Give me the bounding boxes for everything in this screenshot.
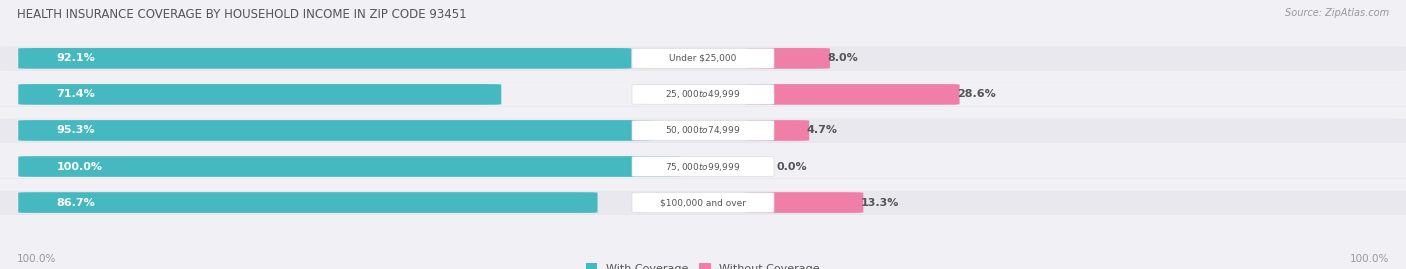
Text: 71.4%: 71.4% xyxy=(56,89,96,100)
Text: Source: ZipAtlas.com: Source: ZipAtlas.com xyxy=(1285,8,1389,18)
FancyBboxPatch shape xyxy=(0,119,1406,143)
Legend: With Coverage, Without Coverage: With Coverage, Without Coverage xyxy=(582,259,824,269)
FancyBboxPatch shape xyxy=(745,84,959,105)
FancyBboxPatch shape xyxy=(18,156,682,177)
FancyBboxPatch shape xyxy=(633,121,773,140)
Text: $50,000 to $74,999: $50,000 to $74,999 xyxy=(665,125,741,136)
FancyBboxPatch shape xyxy=(18,120,651,141)
FancyBboxPatch shape xyxy=(633,84,773,104)
Text: 86.7%: 86.7% xyxy=(56,197,96,208)
FancyBboxPatch shape xyxy=(18,192,598,213)
FancyBboxPatch shape xyxy=(745,120,810,141)
Text: 100.0%: 100.0% xyxy=(56,161,103,172)
FancyBboxPatch shape xyxy=(0,83,1406,106)
Text: 100.0%: 100.0% xyxy=(1350,254,1389,264)
Text: 95.3%: 95.3% xyxy=(56,125,94,136)
FancyBboxPatch shape xyxy=(0,191,1406,215)
Text: $75,000 to $99,999: $75,000 to $99,999 xyxy=(665,161,741,172)
FancyBboxPatch shape xyxy=(0,47,1406,70)
Text: 8.0%: 8.0% xyxy=(827,53,858,63)
FancyBboxPatch shape xyxy=(0,155,1406,179)
Text: $100,000 and over: $100,000 and over xyxy=(659,198,747,207)
FancyBboxPatch shape xyxy=(633,48,773,68)
FancyBboxPatch shape xyxy=(18,48,631,69)
FancyBboxPatch shape xyxy=(0,155,1406,178)
FancyBboxPatch shape xyxy=(633,157,773,176)
FancyBboxPatch shape xyxy=(0,47,1406,71)
FancyBboxPatch shape xyxy=(0,119,1406,142)
FancyBboxPatch shape xyxy=(633,193,773,213)
Text: 13.3%: 13.3% xyxy=(860,197,898,208)
Text: 0.0%: 0.0% xyxy=(776,161,807,172)
FancyBboxPatch shape xyxy=(18,84,502,105)
FancyBboxPatch shape xyxy=(745,192,863,213)
Text: Under $25,000: Under $25,000 xyxy=(669,54,737,63)
Text: 28.6%: 28.6% xyxy=(956,89,995,100)
Text: $25,000 to $49,999: $25,000 to $49,999 xyxy=(665,89,741,100)
FancyBboxPatch shape xyxy=(0,191,1406,214)
Text: 4.7%: 4.7% xyxy=(807,125,838,136)
Text: 100.0%: 100.0% xyxy=(17,254,56,264)
FancyBboxPatch shape xyxy=(745,48,830,69)
Text: 92.1%: 92.1% xyxy=(56,53,96,63)
Text: HEALTH INSURANCE COVERAGE BY HOUSEHOLD INCOME IN ZIP CODE 93451: HEALTH INSURANCE COVERAGE BY HOUSEHOLD I… xyxy=(17,8,467,21)
FancyBboxPatch shape xyxy=(0,83,1406,107)
